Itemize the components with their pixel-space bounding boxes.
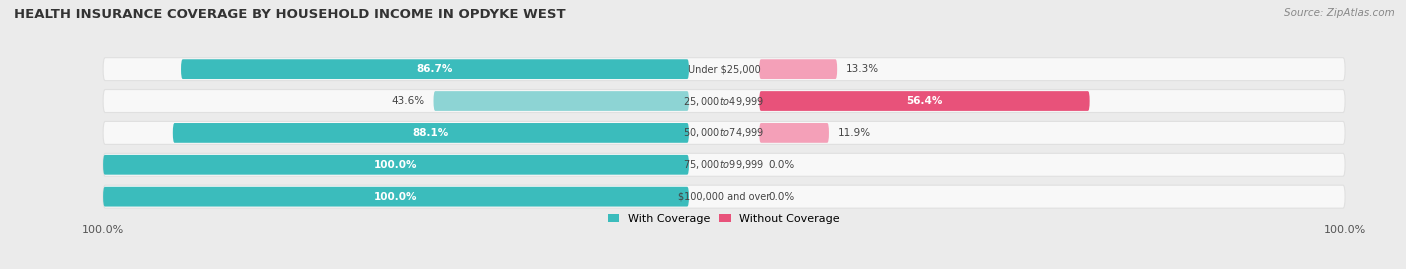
FancyBboxPatch shape: [173, 123, 689, 143]
FancyBboxPatch shape: [759, 123, 830, 143]
Text: 100.0%: 100.0%: [374, 160, 418, 170]
FancyBboxPatch shape: [759, 59, 837, 79]
Text: Source: ZipAtlas.com: Source: ZipAtlas.com: [1284, 8, 1395, 18]
FancyBboxPatch shape: [433, 91, 689, 111]
Text: 86.7%: 86.7%: [416, 64, 453, 74]
FancyBboxPatch shape: [759, 91, 1090, 111]
Text: $25,000 to $49,999: $25,000 to $49,999: [683, 94, 765, 108]
Text: $100,000 and over: $100,000 and over: [678, 192, 770, 202]
FancyBboxPatch shape: [103, 155, 689, 175]
FancyBboxPatch shape: [181, 59, 689, 79]
Text: HEALTH INSURANCE COVERAGE BY HOUSEHOLD INCOME IN OPDYKE WEST: HEALTH INSURANCE COVERAGE BY HOUSEHOLD I…: [14, 8, 565, 21]
Text: 11.9%: 11.9%: [838, 128, 870, 138]
Text: $50,000 to $74,999: $50,000 to $74,999: [683, 126, 765, 139]
Text: 100.0%: 100.0%: [374, 192, 418, 202]
Legend: With Coverage, Without Coverage: With Coverage, Without Coverage: [609, 214, 839, 224]
Text: 0.0%: 0.0%: [768, 160, 794, 170]
Text: 56.4%: 56.4%: [907, 96, 942, 106]
Text: Under $25,000: Under $25,000: [688, 64, 761, 74]
Text: 88.1%: 88.1%: [413, 128, 449, 138]
Text: $75,000 to $99,999: $75,000 to $99,999: [683, 158, 765, 171]
FancyBboxPatch shape: [103, 58, 1346, 81]
Text: 13.3%: 13.3%: [846, 64, 879, 74]
FancyBboxPatch shape: [103, 153, 1346, 176]
Text: 0.0%: 0.0%: [768, 192, 794, 202]
FancyBboxPatch shape: [103, 185, 1346, 208]
FancyBboxPatch shape: [103, 187, 689, 207]
FancyBboxPatch shape: [103, 121, 1346, 144]
FancyBboxPatch shape: [103, 90, 1346, 112]
Text: 43.6%: 43.6%: [392, 96, 425, 106]
